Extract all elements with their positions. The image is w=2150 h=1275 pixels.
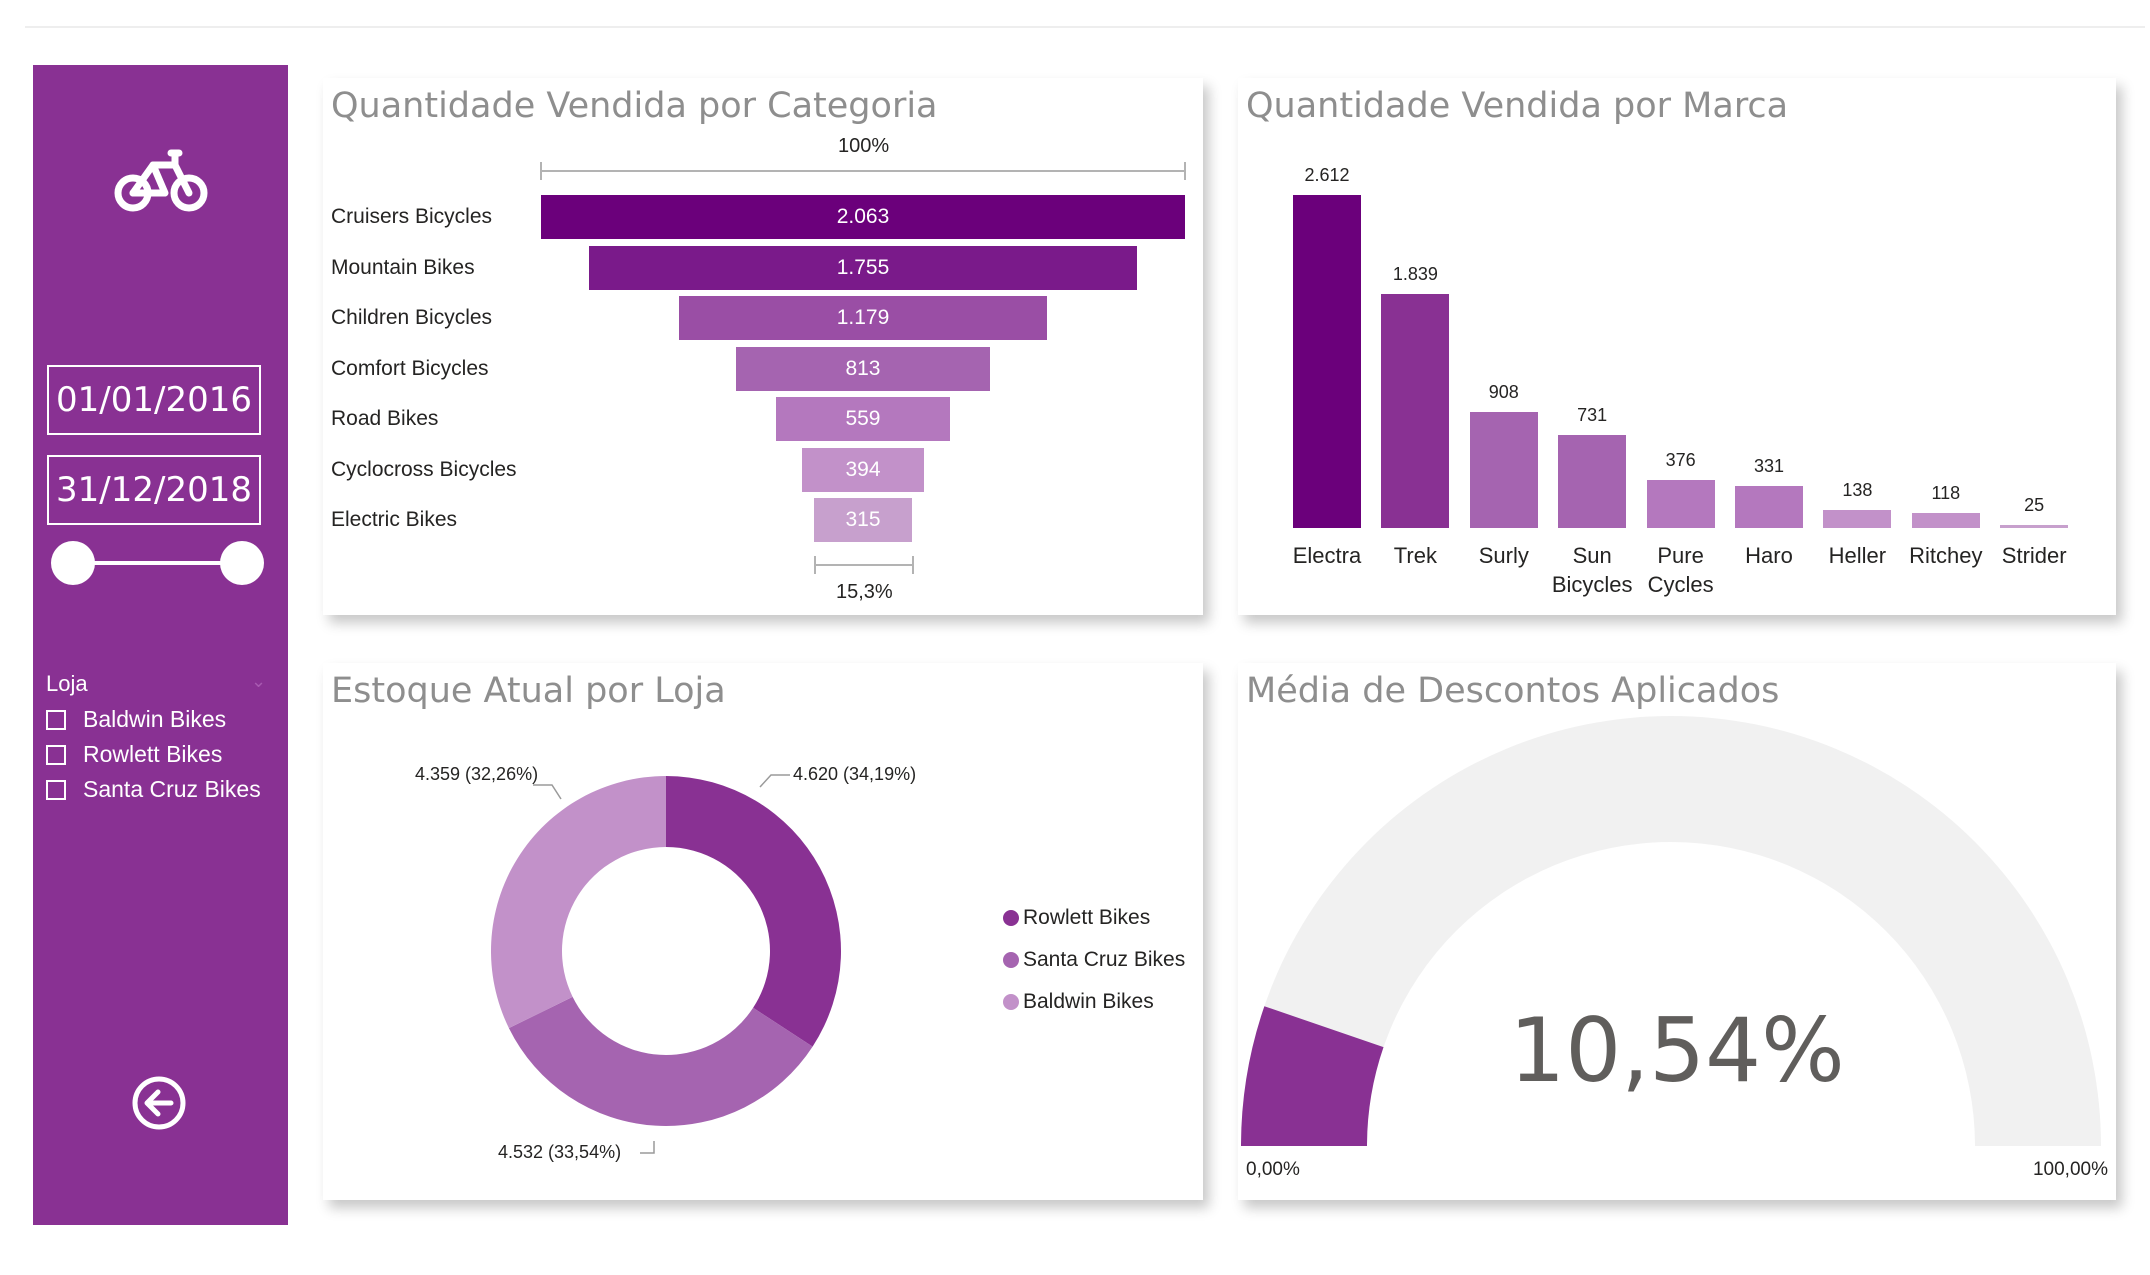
- panel-descontos: Média de Descontos Aplicados 10,54% 0,00…: [1238, 663, 2116, 1200]
- panel-categoria: Quantidade Vendida por Categoria 100% Cr…: [323, 78, 1203, 615]
- checkbox[interactable]: [46, 744, 66, 765]
- brand-value-label: 908: [1488, 382, 1519, 403]
- date-slider-end-handle[interactable]: [220, 541, 264, 585]
- brand-category-label: Haro: [1745, 543, 1793, 568]
- brand-value-label: 376: [1665, 450, 1696, 471]
- loja-filter-title: Loja: [46, 671, 88, 696]
- brand-category-label: Ritchey: [1909, 543, 1983, 568]
- legend-label: Rowlett Bikes: [1023, 906, 1151, 929]
- gauge-value: 10,54%: [1509, 999, 1845, 1102]
- panel-title: Quantidade Vendida por Categoria: [331, 86, 938, 126]
- back-arrow-icon[interactable]: [131, 1075, 187, 1131]
- brand-category-label: Pure Cycles: [1647, 543, 1714, 597]
- back-arrow-icon[interactable]: [131, 65, 187, 121]
- funnel-bar[interactable]: 559: [775, 397, 951, 441]
- date-slider-track[interactable]: [73, 561, 243, 565]
- brand-bar[interactable]: [2000, 524, 2069, 528]
- brand-bar[interactable]: [1735, 485, 1803, 528]
- brand-category-label: Heller: [1828, 543, 1887, 568]
- legend-label: Santa Cruz Bikes: [1023, 948, 1186, 971]
- top-divider: [25, 26, 2145, 28]
- brand-bar[interactable]: [1469, 412, 1538, 528]
- brand-category-label: Sun Bicycles: [1551, 543, 1633, 597]
- donut-leader-line: [533, 784, 562, 800]
- brand-category-label: Surly: [1478, 543, 1529, 568]
- funnel-bar[interactable]: 394: [801, 447, 925, 492]
- funnel-category-label: Road Bikes: [331, 407, 439, 430]
- funnel-bar[interactable]: 813: [736, 346, 990, 391]
- checkbox[interactable]: [46, 709, 66, 730]
- bicycle-icon: [114, 149, 208, 212]
- brand-bar[interactable]: [1911, 512, 1980, 528]
- funnel-category-label: Comfort Bicycles: [331, 356, 489, 380]
- gauge-track: [1241, 716, 2101, 1146]
- panel-title: Média de Descontos Aplicados: [1246, 671, 1780, 711]
- funnel-category-label: Electric Bikes: [331, 508, 458, 531]
- sidebar: 01/01/2016 31/12/2018 Loja ⌄ Baldwin Bik…: [33, 65, 288, 1225]
- funnel-brackets: [540, 162, 1186, 574]
- funnel-bar[interactable]: 1.179: [678, 296, 1047, 340]
- chevron-down-icon[interactable]: ⌄: [251, 671, 267, 691]
- funnel-category-label: Children Bicycles: [331, 306, 493, 329]
- panel-marca: Quantidade Vendida por Marca 2.612 Electr…: [1238, 78, 2116, 615]
- gauge-min-label: 0,00%: [1246, 1159, 1300, 1180]
- brand-bar[interactable]: [1293, 195, 1361, 528]
- date-slider-start-handle[interactable]: [51, 541, 95, 585]
- checkbox[interactable]: [46, 779, 66, 800]
- funnel-category-label: Cruisers Bicycles: [331, 205, 493, 228]
- loja-option-label: Santa Cruz Bikes: [83, 776, 261, 802]
- legend-item[interactable]: Rowlett Bikes: [1003, 906, 1150, 930]
- donut-chart: [491, 774, 841, 1154]
- funnel-category-label: Mountain Bikes: [331, 255, 475, 279]
- funnel-bar[interactable]: 2.063: [541, 195, 1185, 239]
- legend-dot-icon: [1003, 952, 1019, 968]
- panel-title: Estoque Atual por Loja: [331, 671, 726, 711]
- brand-category-label: Trek: [1393, 543, 1437, 568]
- donut-data-label: 4.532 (33,54%): [498, 1142, 622, 1162]
- brand-value-label: 731: [1577, 404, 1608, 425]
- donut-leader-line: [759, 774, 790, 788]
- donut-slice[interactable]: [491, 776, 666, 1029]
- brand-value-label: 25: [2024, 494, 2045, 515]
- loja-option-santa-cruz[interactable]: Santa Cruz Bikes: [46, 776, 261, 803]
- donut-data-label: 4.620 (34,19%): [793, 764, 917, 784]
- loja-option-baldwin[interactable]: Baldwin Bikes: [46, 706, 226, 733]
- brand-bar[interactable]: [1646, 480, 1715, 528]
- panel-estoque: Estoque Atual por Loja 4.620 (34,19%) 4.5…: [323, 663, 1203, 1200]
- loja-option-label: Baldwin Bikes: [83, 706, 227, 732]
- legend-item[interactable]: Santa Cruz Bikes: [1003, 948, 1185, 972]
- brand-bar[interactable]: [1381, 293, 1450, 528]
- brand-value-label: 1.839: [1392, 263, 1438, 284]
- funnel-bar[interactable]: 315: [813, 498, 913, 542]
- date-start-field[interactable]: 01/01/2016: [47, 365, 261, 435]
- donut-data-label: 4.359 (32,26%): [415, 764, 539, 784]
- brand-value-label: 2.612: [1304, 165, 1350, 185]
- brand-value-label: 138: [1842, 480, 1873, 501]
- brand-category-label: Strider: [2001, 543, 2067, 568]
- legend-label: Baldwin Bikes: [1023, 990, 1154, 1013]
- brand-category-label: Electra: [1292, 543, 1362, 568]
- panel-title: Quantidade Vendida por Marca: [1246, 86, 1789, 126]
- brand-value-label: 118: [1931, 482, 1961, 503]
- legend-dot-icon: [1003, 994, 1019, 1010]
- loja-option-label: Rowlett Bikes: [83, 741, 223, 767]
- gauge-fill: [1241, 1006, 1384, 1146]
- brand-bar[interactable]: [1823, 510, 1892, 528]
- funnel-category-label: Cyclocross Bicycles: [331, 457, 517, 481]
- donut-slice[interactable]: [666, 776, 841, 1047]
- loja-option-rowlett[interactable]: Rowlett Bikes: [46, 741, 222, 768]
- funnel-top-label: 100%: [838, 135, 890, 157]
- legend-item[interactable]: Baldwin Bikes: [1003, 990, 1154, 1014]
- gauge-max-label: 100,00%: [2032, 1159, 2108, 1180]
- funnel-bottom-label: 15,3%: [836, 581, 893, 603]
- brand-value-label: 331: [1753, 455, 1785, 476]
- donut-leader-line: [640, 1141, 655, 1154]
- brand-bar[interactable]: [1558, 434, 1627, 528]
- legend-dot-icon: [1003, 910, 1019, 926]
- date-end-field[interactable]: 31/12/2018: [47, 455, 261, 525]
- gauge-chart: [1241, 716, 2101, 1146]
- donut-slice[interactable]: [508, 996, 813, 1126]
- funnel-bar[interactable]: 1.755: [589, 245, 1137, 290]
